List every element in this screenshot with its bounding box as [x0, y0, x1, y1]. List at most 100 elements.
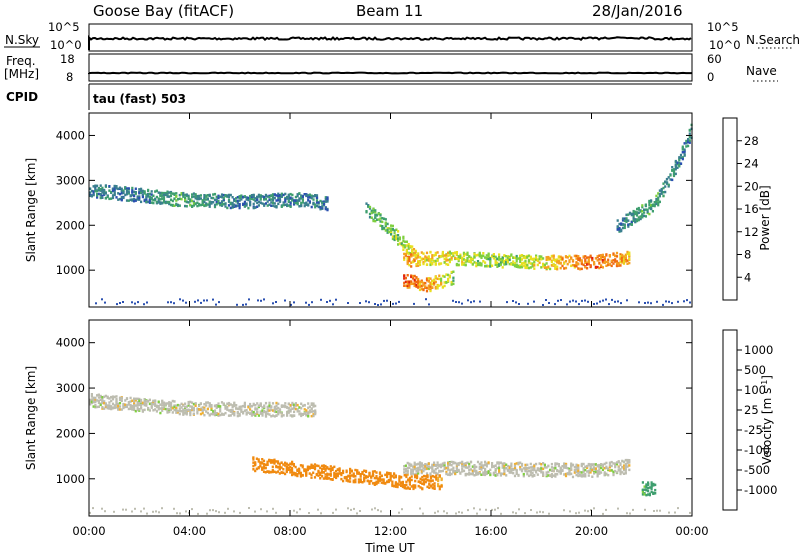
data-cell-0: [192, 202, 195, 205]
data-cell-0: [191, 199, 194, 203]
data-cell-1: [475, 473, 478, 476]
data-cell-0: [184, 204, 187, 208]
power-colorbar-tick-label: 4: [744, 270, 751, 284]
data-cell-2: [347, 479, 350, 482]
data-cell-0: [97, 405, 100, 408]
data-cell-2: [438, 474, 441, 477]
data-cell-0: [314, 205, 317, 209]
data-cell-1: [598, 468, 601, 471]
data-cell-3: [410, 280, 413, 283]
data-cell-4: [646, 208, 649, 212]
data-cell-1: [615, 461, 619, 464]
data-cell-0: [96, 192, 99, 196]
data-cell-1: [608, 465, 611, 469]
data-cell-2: [387, 471, 390, 475]
data-cell-1: [403, 465, 406, 468]
ground-speckle: [425, 298, 427, 301]
x-tick-label: 16:00: [474, 524, 507, 538]
data-cell-3: [450, 270, 453, 274]
data-cell-1: [418, 465, 422, 469]
data-cell-0: [147, 200, 150, 204]
data-cell-0: [314, 203, 317, 206]
data-cell-0: [227, 204, 231, 207]
data-cell-0: [97, 192, 100, 196]
data-cell-2: [422, 474, 426, 478]
data-cell-0: [314, 194, 317, 198]
beam-title: Beam 11: [356, 2, 423, 20]
data-cell-0: [203, 408, 206, 411]
data-cell-2: [259, 461, 262, 464]
data-cell-0: [169, 404, 173, 407]
data-cell-0: [289, 196, 292, 199]
data-cell-0: [293, 203, 296, 206]
data-cell-0: [293, 199, 296, 202]
data-cell-1: [434, 464, 437, 467]
data-cell-0: [184, 402, 187, 405]
data-cell-2: [289, 468, 292, 471]
data-cell-2: [352, 473, 355, 476]
data-cell-2: [466, 259, 469, 263]
ground-speckle: [350, 508, 352, 511]
data-cell-0: [131, 193, 134, 197]
data-cell-2: [424, 259, 427, 263]
data-cell-2: [608, 255, 611, 258]
data-cell-2: [417, 484, 420, 488]
data-cell-3: [429, 285, 432, 288]
ground-speckle: [653, 510, 655, 512]
ground-speckle: [674, 511, 676, 514]
data-cell-3: [650, 487, 653, 491]
data-cell-0: [303, 408, 306, 411]
data-cell-0: [266, 408, 269, 411]
data-cell-0: [298, 205, 301, 208]
data-cell-0: [176, 203, 180, 207]
data-cell-1: [554, 462, 557, 465]
ground-speckle: [218, 301, 220, 304]
data-cell-1: [411, 251, 414, 254]
data-cell-0: [278, 200, 282, 203]
data-cell-4: [683, 154, 686, 157]
data-cell-0: [157, 201, 160, 204]
data-cell-0: [152, 399, 155, 403]
data-cell-2: [349, 467, 352, 471]
data-cell-1: [612, 470, 615, 474]
data-cell-3: [413, 284, 416, 288]
data-cell-2: [393, 472, 396, 475]
data-cell-0: [213, 411, 217, 415]
data-cell-2: [484, 256, 487, 259]
data-cell-0: [238, 196, 241, 199]
data-cell-1: [612, 472, 615, 475]
data-cell-1: [571, 463, 575, 467]
data-cell-1: [503, 472, 506, 476]
data-cell-0: [111, 406, 115, 410]
data-cell-0: [166, 195, 169, 198]
data-cell-1: [427, 465, 430, 469]
data-cell-3: [447, 277, 450, 281]
data-cell-2: [420, 257, 423, 260]
data-cell-0: [161, 404, 164, 407]
data-cell-0: [291, 401, 294, 405]
data-cell-1: [424, 465, 427, 468]
ground-speckle: [605, 508, 607, 511]
data-cell-0: [108, 197, 111, 201]
data-cell-2: [276, 461, 280, 465]
data-cell-2: [418, 260, 422, 264]
data-cell-2: [492, 257, 495, 260]
data-cell-2: [499, 261, 502, 264]
data-cell-0: [315, 196, 319, 200]
data-cell-0: [215, 404, 218, 407]
data-cell-0: [324, 196, 327, 199]
data-cell-1: [485, 472, 488, 475]
data-cell-2: [473, 252, 476, 256]
data-cell-2: [524, 266, 527, 270]
data-cell-0: [124, 186, 127, 189]
data-cell-0: [305, 414, 308, 417]
freq-panel-frame: [88, 53, 693, 82]
data-cell-0: [289, 192, 292, 196]
x-tick-label: 20:00: [575, 524, 608, 538]
ground-speckle: [248, 298, 250, 301]
data-cell-0: [189, 203, 192, 207]
data-cell-2: [522, 261, 525, 265]
data-cell-1: [393, 237, 396, 240]
data-cell-0: [210, 404, 213, 407]
data-cell-2: [520, 262, 524, 266]
